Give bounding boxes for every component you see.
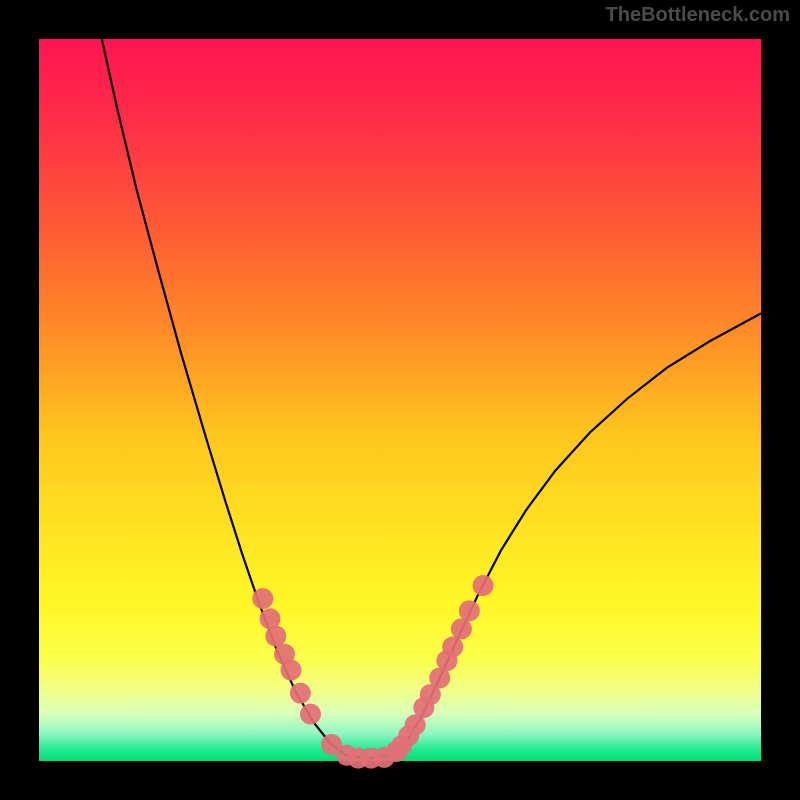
data-marker	[300, 704, 321, 725]
data-marker	[265, 626, 286, 647]
data-marker	[280, 660, 301, 681]
chart-svg	[0, 0, 800, 800]
data-marker	[252, 588, 273, 609]
watermark-text: TheBottleneck.com	[606, 4, 790, 27]
data-marker	[442, 636, 463, 657]
data-marker	[451, 618, 472, 639]
chart-container: TheBottleneck.com	[0, 0, 800, 800]
data-marker	[459, 600, 480, 621]
plot-background	[39, 39, 761, 761]
data-marker	[473, 575, 494, 596]
data-marker	[290, 683, 311, 704]
